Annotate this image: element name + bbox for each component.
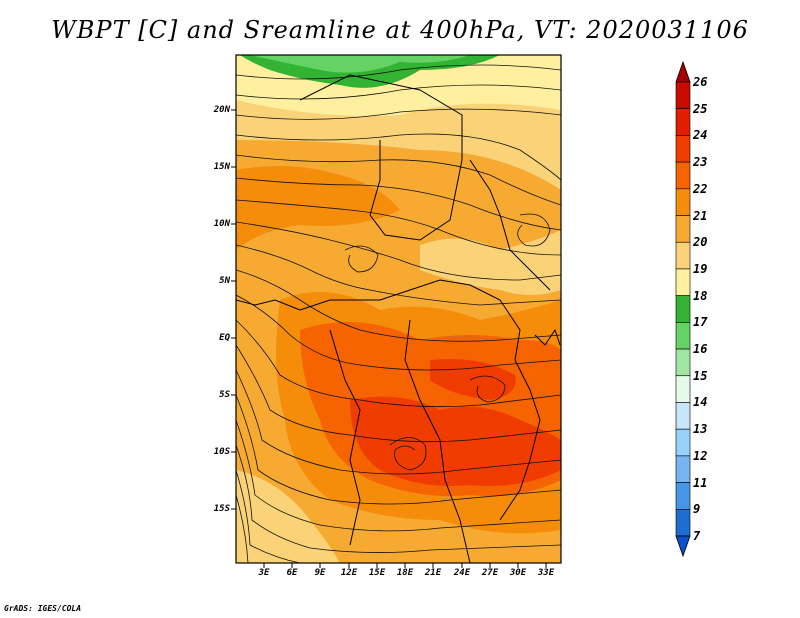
map-frame [235, 54, 562, 564]
colorbar-swatch [675, 188, 691, 216]
colorbar-swatch [675, 375, 691, 403]
lat-label: 20N [213, 105, 230, 115]
colorbar-swatch [675, 455, 691, 483]
colorbar-swatch [675, 215, 691, 243]
lon-ticks [263, 563, 547, 568]
colorbar-label: 26 [693, 75, 708, 89]
lat-label: 15S [213, 504, 230, 514]
colorbar-label: 16 [693, 342, 708, 357]
wbpt-field [236, 55, 561, 563]
colorbar-swatch [675, 428, 691, 457]
colorbar-swatch [675, 348, 691, 377]
colorbar-label: 22 [693, 181, 708, 196]
lon-label: 21E [424, 568, 442, 578]
country-borders [236, 74, 561, 563]
colorbar-cap-bottom [675, 535, 691, 558]
lon-label: 9E [314, 568, 326, 578]
colorbar-swatch [675, 295, 691, 323]
colorbar-swatch [675, 135, 691, 163]
lat-label: EQ [219, 333, 230, 343]
lat-label: 10S [213, 447, 230, 457]
colorbar-swatch [675, 322, 691, 350]
colorbar-swatch [675, 81, 691, 110]
lat-label: 5N [219, 276, 230, 286]
colorbar-label: 15 [693, 368, 708, 383]
colorbar-label: 14 [693, 395, 708, 410]
streamlines [236, 64, 561, 563]
lon-label: 24E [453, 568, 471, 578]
colorbar-swatch [675, 508, 691, 537]
colorbar-label: 12 [693, 448, 708, 463]
colorbar-label: 7 [693, 529, 701, 543]
colorbar-label: 13 [693, 422, 708, 437]
colorbar-swatch [675, 108, 691, 136]
lon-label: 30E [509, 568, 527, 578]
lon-label: 12E [340, 568, 358, 578]
lat-label: 10N [213, 219, 230, 229]
colorbar-swatch [675, 402, 691, 430]
lon-label: 33E [537, 568, 555, 578]
colorbar-label: 18 [693, 288, 708, 303]
colorbar-label: 17 [693, 315, 708, 330]
colorbar-cap-top [675, 60, 691, 83]
colorbar-label: 24 [693, 128, 708, 143]
lat-label: 5S [219, 390, 230, 400]
lat-label: 15N [213, 162, 230, 172]
colorbar-label: 23 [693, 155, 708, 170]
colorbar [675, 60, 691, 558]
lon-label: 3E [258, 568, 270, 578]
colorbar-label: 9 [693, 502, 701, 517]
colorbar-label: 20 [693, 235, 708, 250]
map-title: WBPT [C] and Sreamline at 400hPa, VT: 20… [51, 16, 749, 44]
lon-label: 15E [368, 568, 386, 578]
lon-label: 18E [396, 568, 414, 578]
lon-label: 6E [286, 568, 298, 578]
colorbar-label: 19 [693, 261, 708, 276]
footer-credit: GrADS: IGES/COLA [4, 604, 82, 613]
colorbar-swatch [675, 482, 691, 510]
colorbar-swatch [675, 241, 691, 270]
colorbar-label: 11 [693, 475, 708, 490]
lat-ticks [231, 109, 236, 510]
colorbar-label: 25 [693, 101, 708, 116]
colorbar-swatch [675, 268, 691, 296]
lon-label: 27E [481, 568, 499, 578]
colorbar-label: 21 [693, 208, 708, 223]
colorbar-swatch [675, 161, 691, 190]
